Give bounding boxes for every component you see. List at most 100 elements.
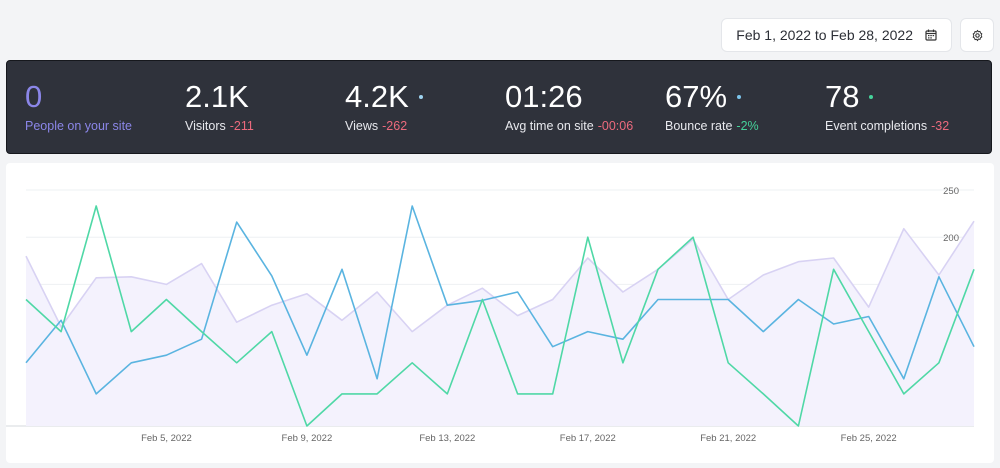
series-dot (418, 95, 423, 99)
stat-delta: -32 (931, 119, 950, 133)
data-point (235, 221, 238, 224)
data-point (586, 236, 589, 239)
series-line (25, 220, 975, 333)
data-point (305, 354, 308, 357)
stat-label: Avg time on site (505, 119, 594, 133)
data-point (867, 330, 870, 333)
data-point (692, 298, 695, 301)
data-point (692, 236, 695, 239)
stat-delta: -211 (229, 119, 254, 133)
toolbar: Feb 1, 2022 to Feb 28, 2022 (721, 18, 994, 52)
data-point (973, 345, 976, 348)
stat-delta: -262 (382, 119, 408, 133)
data-point (762, 274, 765, 277)
y-tick-label: 200 (943, 233, 959, 244)
data-point (937, 275, 940, 278)
data-point (621, 361, 624, 364)
data-point (727, 361, 730, 364)
data-point (411, 330, 414, 333)
series-line (25, 205, 975, 395)
stat-value: 78 (825, 79, 860, 114)
x-tick-label: Feb 13, 2022 (419, 433, 475, 444)
data-point (657, 268, 660, 271)
data-point (446, 393, 449, 396)
stat-visitors[interactable]: 2.1K Visitors -211 (185, 79, 254, 133)
stat-delta: -2% (736, 119, 759, 133)
series-dot (869, 95, 874, 99)
y-tick-label: 250 (943, 186, 959, 197)
data-point (130, 361, 133, 364)
stats-panel: 0 People on your site 2.1K Visitors -211 … (6, 60, 992, 154)
data-point (25, 298, 28, 301)
gear-icon (972, 29, 982, 41)
x-tick-label: Feb 21, 2022 (700, 433, 756, 444)
data-point (165, 283, 168, 286)
data-point (797, 260, 800, 263)
stat-delta: -00:06 (597, 119, 634, 133)
data-point (516, 291, 519, 294)
data-point (130, 275, 133, 278)
data-point (305, 425, 308, 428)
data-point (516, 393, 519, 396)
data-point (973, 220, 976, 223)
data-point (902, 377, 905, 380)
data-point (25, 255, 28, 258)
data-point (200, 262, 203, 265)
data-point (165, 298, 168, 301)
data-point (902, 393, 905, 396)
data-point (95, 276, 98, 279)
data-point (60, 319, 63, 322)
stat-label: Views (345, 119, 379, 133)
data-point (376, 291, 379, 294)
data-point (551, 393, 554, 396)
data-point (446, 304, 449, 307)
series-line (25, 205, 975, 427)
data-point (270, 304, 273, 307)
data-point (762, 393, 765, 396)
data-point (376, 377, 379, 380)
data-point (586, 330, 589, 333)
stat-label: Bounce rate (665, 119, 733, 133)
stat-views[interactable]: 4.2K Views -262 (345, 79, 423, 133)
data-point (832, 257, 835, 260)
data-point (235, 321, 238, 324)
stat-event-completions[interactable]: 78 Event completions -32 (825, 79, 949, 133)
data-point (270, 330, 273, 333)
data-point (235, 361, 238, 364)
data-point (762, 330, 765, 333)
data-point (305, 292, 308, 295)
settings-button[interactable] (960, 18, 994, 52)
stat-value: 01:26 (505, 79, 583, 114)
series-dot (737, 95, 742, 99)
data-point (832, 268, 835, 271)
data-point (341, 319, 344, 322)
date-range-label: Feb 1, 2022 to Feb 28, 2022 (736, 27, 913, 43)
data-point (95, 393, 98, 396)
data-point (481, 287, 484, 290)
data-point (341, 393, 344, 396)
stat-bounce-rate[interactable]: 67% Bounce rate -2% (665, 79, 759, 133)
data-point (973, 268, 976, 271)
data-point (376, 393, 379, 396)
data-point (516, 314, 519, 317)
data-point (200, 338, 203, 341)
data-point (832, 323, 835, 326)
x-tick-label: Feb 9, 2022 (282, 433, 333, 444)
date-range-picker[interactable]: Feb 1, 2022 to Feb 28, 2022 (721, 18, 952, 52)
stat-live-visitors[interactable]: 0 People on your site (25, 79, 132, 133)
x-tick-label: Feb 25, 2022 (841, 433, 897, 444)
stat-label: Event completions (825, 119, 928, 133)
stat-avg-time[interactable]: 01:26 Avg time on site -00:06 (505, 79, 633, 133)
data-point (130, 330, 133, 333)
data-point (586, 257, 589, 260)
data-point (902, 227, 905, 230)
stat-label: People on your site (25, 119, 133, 133)
data-point (411, 361, 414, 364)
data-point (341, 268, 344, 271)
data-point (621, 291, 624, 294)
data-point (867, 315, 870, 318)
series-area-fill (26, 221, 974, 426)
stat-value: 0 (25, 79, 43, 114)
